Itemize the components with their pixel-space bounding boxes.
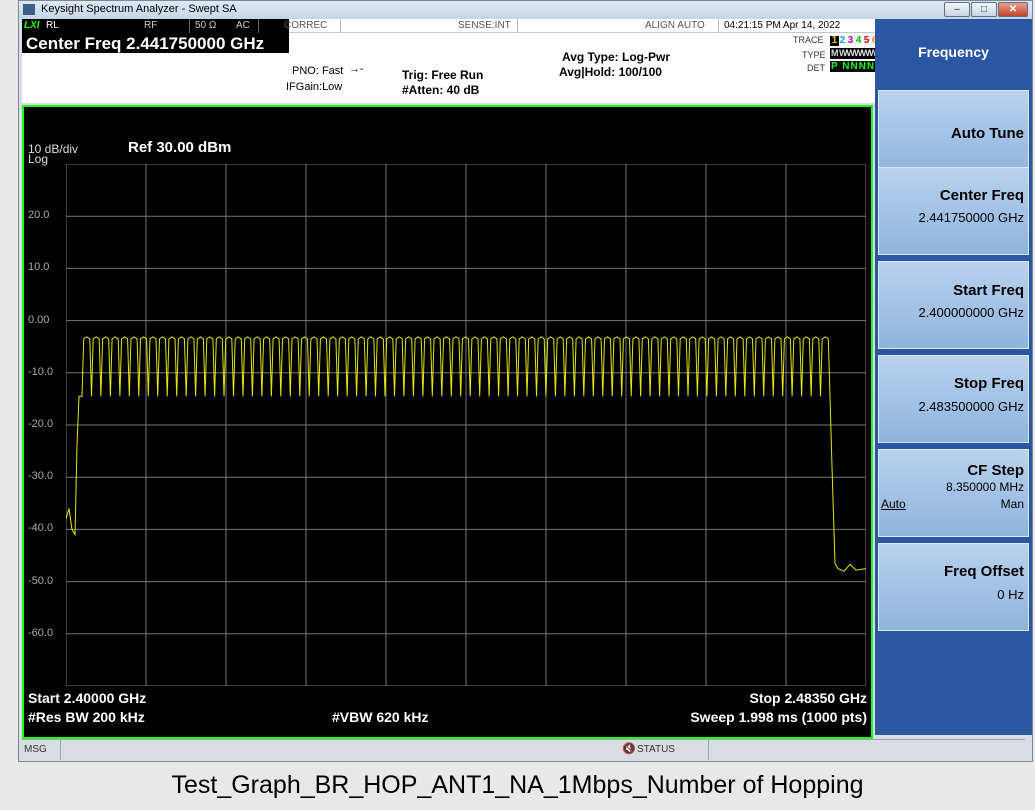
trace-label: TRACE: [793, 35, 824, 45]
status-label[interactable]: STATUS: [637, 744, 675, 755]
trace-4-indicator: 4: [855, 35, 862, 46]
figure-caption: Test_Graph_BR_HOP_ANT1_NA_1Mbps_Number o…: [171, 771, 864, 799]
cf-auto-option: Auto: [881, 497, 906, 511]
message-bar: MSG 🔇 STATUS: [22, 739, 1025, 760]
menu-title: Frequency: [918, 44, 989, 60]
det-label: DET: [807, 63, 825, 73]
y-tick-label: 0.00: [28, 313, 50, 326]
impedance-indicator: 50 Ω: [195, 20, 217, 31]
rbw-label: #Res BW 200 kHz: [28, 709, 145, 725]
cf-step-key[interactable]: CF Step 8.350000 MHz Auto Man: [878, 449, 1029, 537]
sweep-label: Sweep 1.998 ms (1000 pts): [690, 709, 867, 725]
trigger-setting: Trig: Free Run: [402, 68, 484, 82]
correc-indicator: CORREC: [284, 20, 328, 31]
scale-label: 10 dB/div: [28, 142, 79, 156]
auto-tune-key[interactable]: Auto Tune: [878, 90, 1029, 178]
align-indicator: ALIGN AUTO: [645, 20, 705, 31]
coupling-indicator: AC: [236, 20, 250, 31]
avg-type: Avg Type: Log-Pwr: [562, 50, 670, 64]
vbw-label: #VBW 620 kHz: [332, 709, 429, 725]
rl-indicator: RL: [46, 20, 59, 31]
speaker-mute-icon: 🔇: [622, 743, 636, 755]
analyzer-window: Keysight Spectrum Analyzer - Swept SA – …: [18, 0, 1033, 762]
type-label: TYPE: [802, 50, 826, 60]
avg-hold: Avg|Hold: 100/100: [559, 65, 662, 79]
spectrum-display[interactable]: 10 dB/div Log Ref 30.00 dBm Start 2.4000…: [22, 105, 873, 739]
y-tick-label: -50.0: [28, 574, 54, 587]
trace-5-indicator: 5: [863, 35, 870, 46]
softkey-panel: Frequency Auto Tune Center Freq 2.441750…: [875, 19, 1032, 735]
lxi-indicator: LXI: [24, 20, 40, 31]
center-freq-key[interactable]: Center Freq 2.441750000 GHz: [878, 167, 1029, 255]
stop-freq-label: Stop 2.48350 GHz: [749, 690, 868, 706]
trace-3-indicator: 3: [847, 35, 854, 46]
window-title: Keysight Spectrum Analyzer - Swept SA: [41, 3, 237, 15]
y-tick-label: 20.0: [28, 209, 50, 222]
center-freq-readout: Center Freq 2.441750000 GHz: [26, 34, 265, 53]
det-row: P NNNNN: [831, 61, 884, 72]
header-row: [22, 19, 877, 33]
minimize-button[interactable]: –: [944, 2, 970, 17]
pno-setting: PNO: Fast: [292, 65, 344, 77]
trace-6-indicator: 6: [870, 36, 879, 46]
start-freq-key[interactable]: Start Freq 2.400000000 GHz: [878, 261, 1029, 349]
cf-man-option: Man: [1000, 497, 1024, 511]
msg-label: MSG: [24, 744, 47, 755]
spectrum-plot: [66, 164, 866, 686]
freq-offset-key[interactable]: Freq Offset 0 Hz: [878, 543, 1029, 631]
trace-1-indicator: 1: [830, 35, 839, 46]
y-tick-label: -10.0: [28, 365, 54, 378]
trace-2-indicator: 2: [839, 35, 846, 46]
center-freq-box: [22, 19, 289, 53]
y-tick-label: -20.0: [28, 418, 54, 430]
datetime: 04:21:15 PM Apr 14, 2022: [724, 20, 841, 31]
close-button[interactable]: ✕: [998, 2, 1028, 17]
trace-1-line: [66, 336, 866, 572]
sense-indicator: SENSE:INT: [458, 20, 511, 31]
trigger-arrow-icon: →-: [349, 63, 364, 75]
rf-indicator: RF: [144, 20, 158, 31]
stop-freq-key[interactable]: Stop Freq 2.483500000 GHz: [878, 355, 1029, 443]
y-tick-label: -60.0: [28, 626, 54, 639]
status-header: LXI RL RF 50 Ω AC CORREC SENSE:INT ALIGN…: [22, 19, 882, 103]
ifgain-setting: IFGain:Low: [286, 81, 343, 93]
title-bar: Keysight Spectrum Analyzer - Swept SA – …: [19, 1, 1032, 19]
app-icon: [23, 4, 35, 15]
y-tick-label: 10.0: [28, 261, 50, 274]
y-tick-label: -40.0: [28, 522, 54, 535]
reference-level: Ref 30.00 dBm: [128, 139, 232, 156]
atten-setting: #Atten: 40 dB: [402, 83, 480, 97]
log-label: Log: [28, 152, 49, 166]
start-freq-label: Start 2.40000 GHz: [28, 690, 147, 706]
maximize-button[interactable]: □: [971, 2, 997, 17]
type-row: M WWWWW: [831, 48, 877, 58]
y-tick-label: -30.0: [28, 470, 54, 483]
